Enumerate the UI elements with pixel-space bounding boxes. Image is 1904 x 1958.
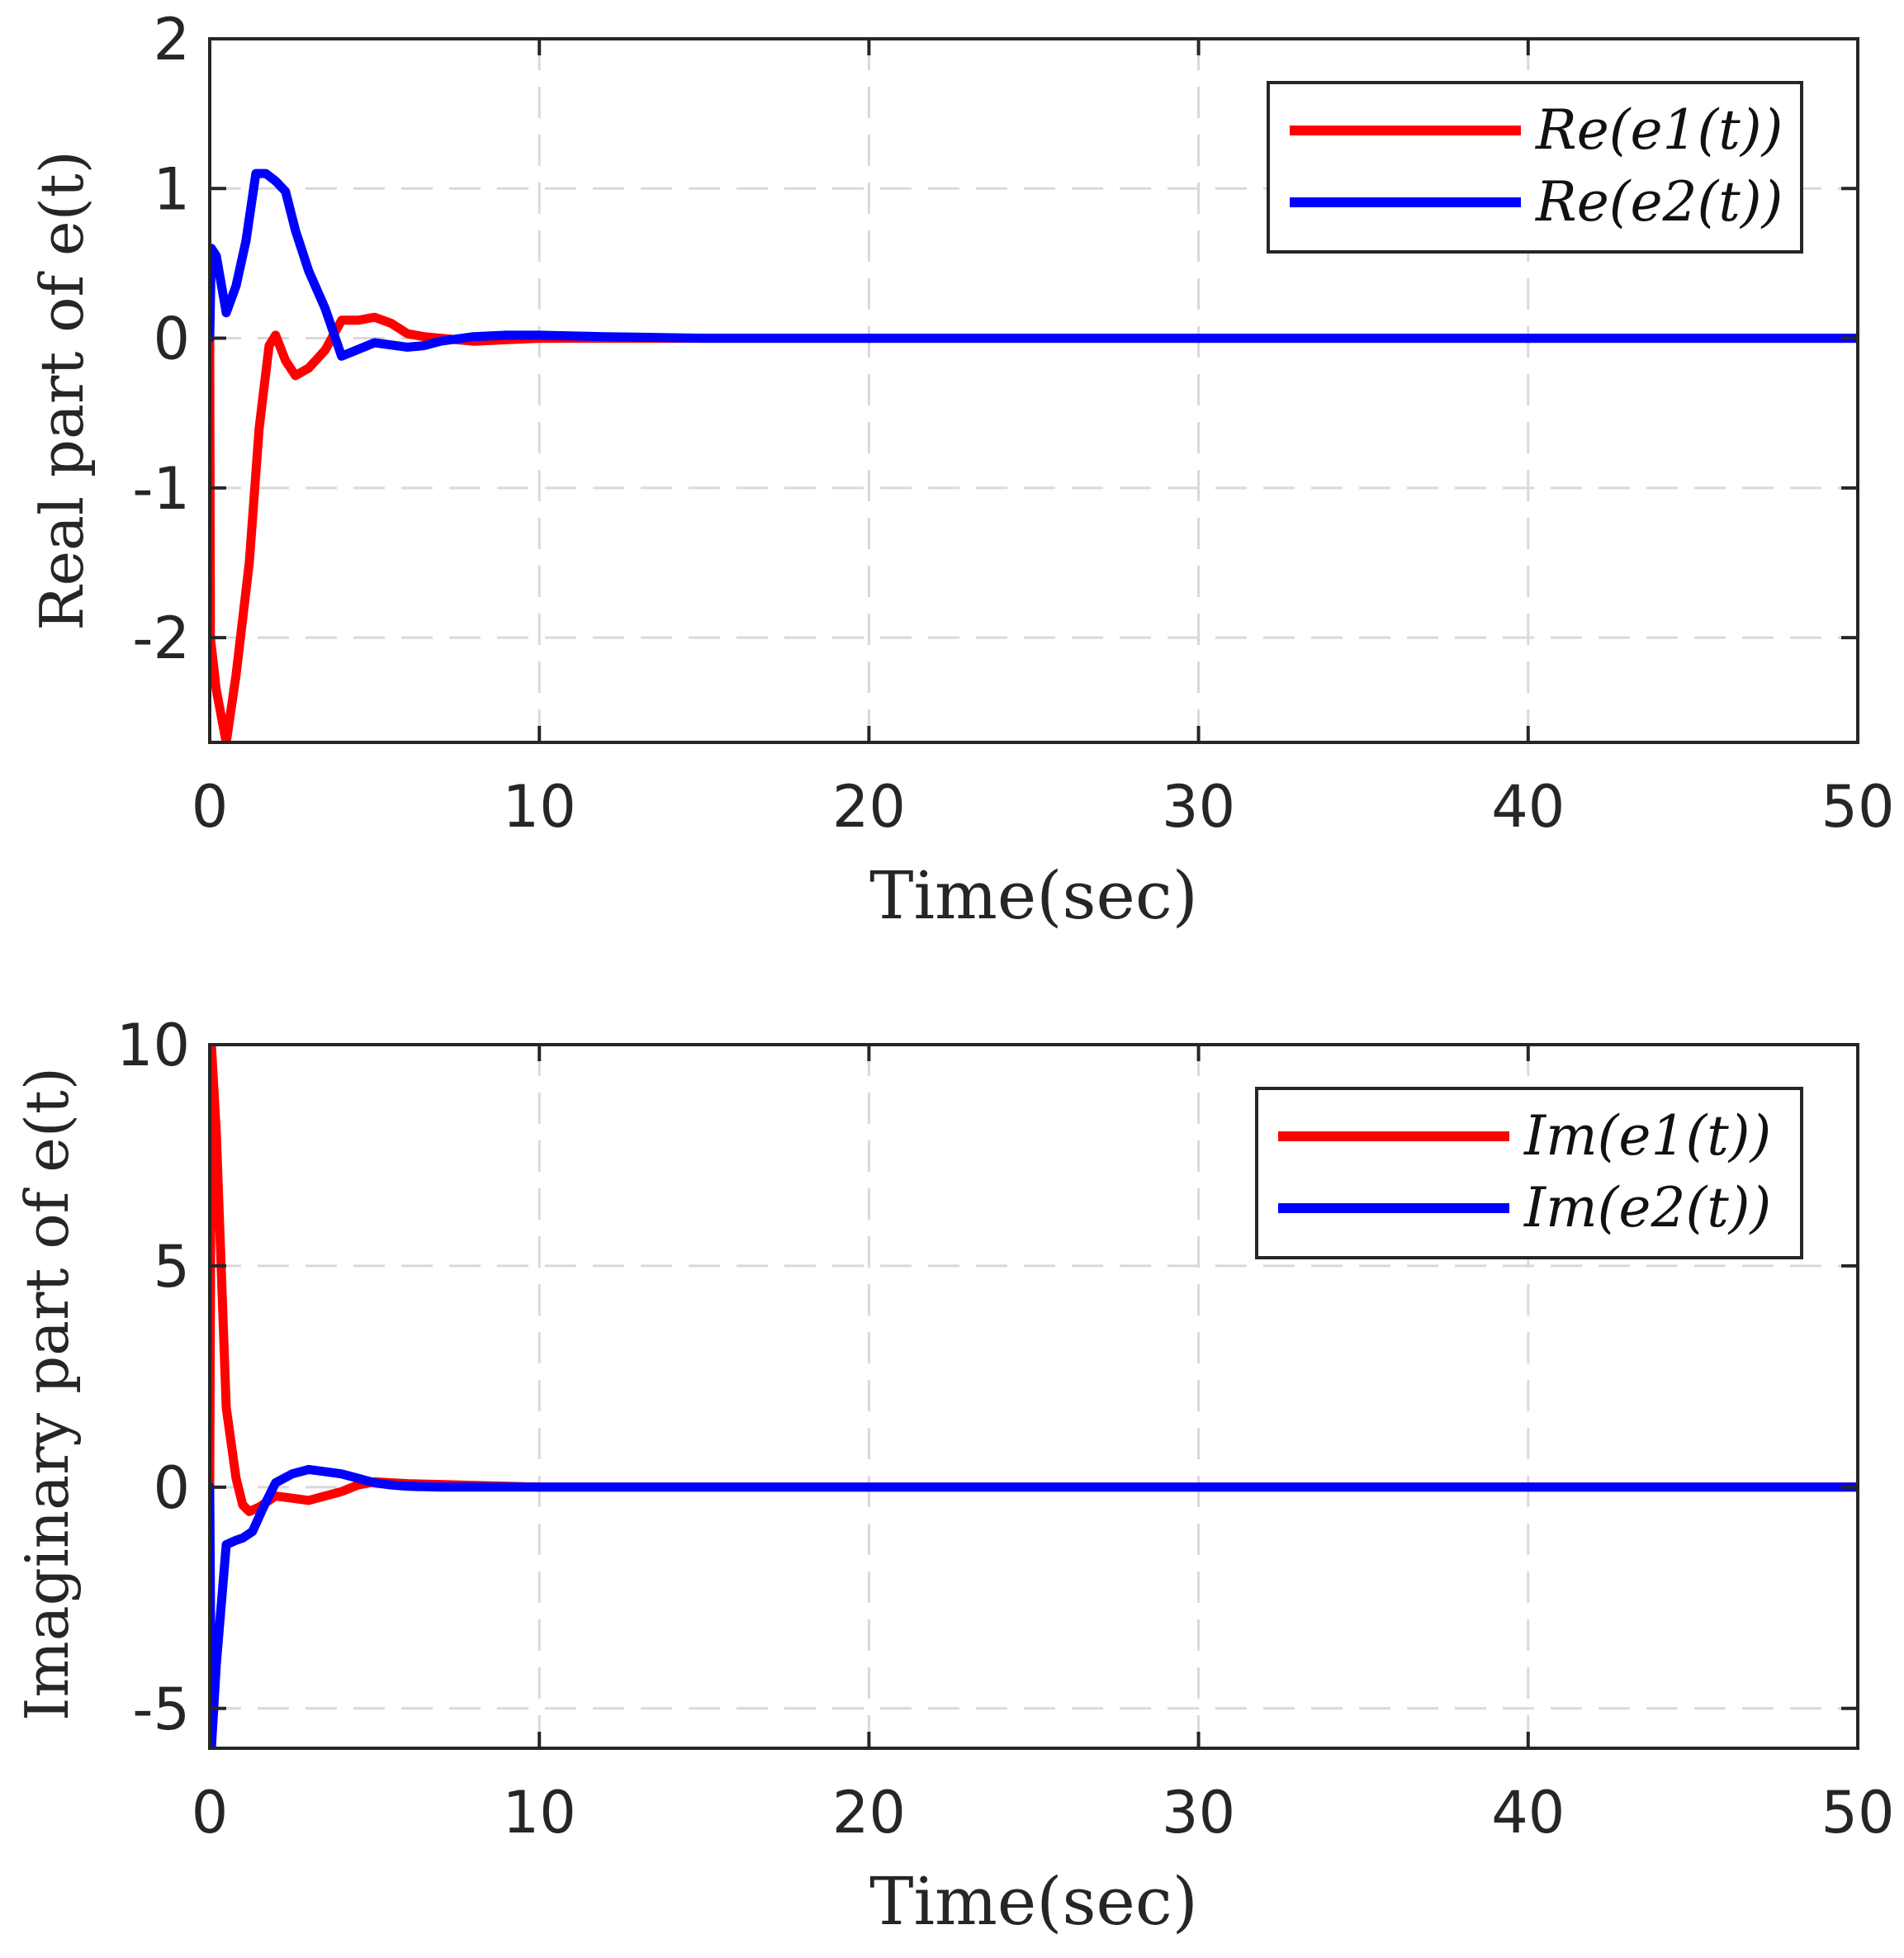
y-tick-label: 5 — [153, 1233, 190, 1301]
x-tick-label: 40 — [1491, 773, 1565, 841]
series-lines — [210, 168, 1858, 742]
plot-frame — [208, 1043, 1859, 1750]
legend: Im(e1(t)) Im(e2(t)) — [1255, 1087, 1803, 1259]
x-tick-label: 0 — [192, 773, 229, 841]
x-tick-label: 50 — [1821, 1779, 1894, 1847]
y-tick-label: 10 — [116, 1012, 190, 1079]
x-tick-labels: 0 10 20 30 40 50 — [192, 1779, 1895, 1847]
y-tick-label: 0 — [153, 1454, 190, 1522]
legend: Re(e1(t)) Re(e2(t)) — [1267, 81, 1803, 254]
x-tick-label: 0 — [192, 1779, 229, 1847]
y-tick-label: -1 — [132, 455, 190, 523]
x-tick-label: 30 — [1162, 773, 1235, 841]
y-tick-label: -5 — [132, 1676, 190, 1743]
x-tick-label: 50 — [1821, 773, 1894, 841]
x-tick-label: 20 — [832, 773, 906, 841]
x-axis-label: Time(sec) — [869, 1863, 1198, 1940]
y-axis-label: Real part of e(t) — [27, 150, 97, 631]
legend-label-im-e1: Im(e1(t)) — [1523, 1104, 1771, 1168]
y-tick-label: 2 — [153, 6, 190, 73]
y-tick-labels: -5 0 5 10 — [116, 1012, 190, 1743]
x-tick-labels: 0 10 20 30 40 50 — [192, 773, 1895, 841]
x-tick-label: 10 — [503, 773, 576, 841]
plot-frame — [208, 37, 1859, 744]
legend-label-im-e2: Im(e2(t)) — [1523, 1176, 1771, 1240]
legend-label-re-e1: Re(e1(t)) — [1535, 98, 1783, 162]
x-tick-label: 10 — [503, 1779, 576, 1847]
legend-box — [1255, 1087, 1803, 1259]
y-axis-label: Imaginary part of e(t) — [12, 1067, 82, 1721]
y-tick-label: -2 — [132, 604, 190, 672]
y-tick-labels: -2 -1 0 1 2 — [132, 6, 190, 672]
x-tick-label: 20 — [832, 1779, 906, 1847]
series-line-2 — [210, 1464, 1858, 1748]
real-part-chart: 0 10 20 30 40 50 -2 -1 0 1 2 Time(sec) Real part … — [27, 6, 1895, 934]
legend-label-re-e2: Re(e2(t)) — [1535, 170, 1783, 234]
x-axis-label: Time(sec) — [869, 857, 1198, 934]
x-tick-label: 30 — [1162, 1779, 1235, 1847]
tick-marks — [208, 1043, 1859, 1748]
series-line-2 — [210, 168, 1858, 361]
tick-marks — [208, 37, 1859, 742]
y-tick-label: 0 — [153, 306, 190, 373]
y-tick-label: 1 — [153, 155, 190, 223]
series-lines — [210, 1045, 1858, 1748]
x-tick-label: 40 — [1491, 1779, 1565, 1847]
legend-box — [1267, 81, 1803, 254]
